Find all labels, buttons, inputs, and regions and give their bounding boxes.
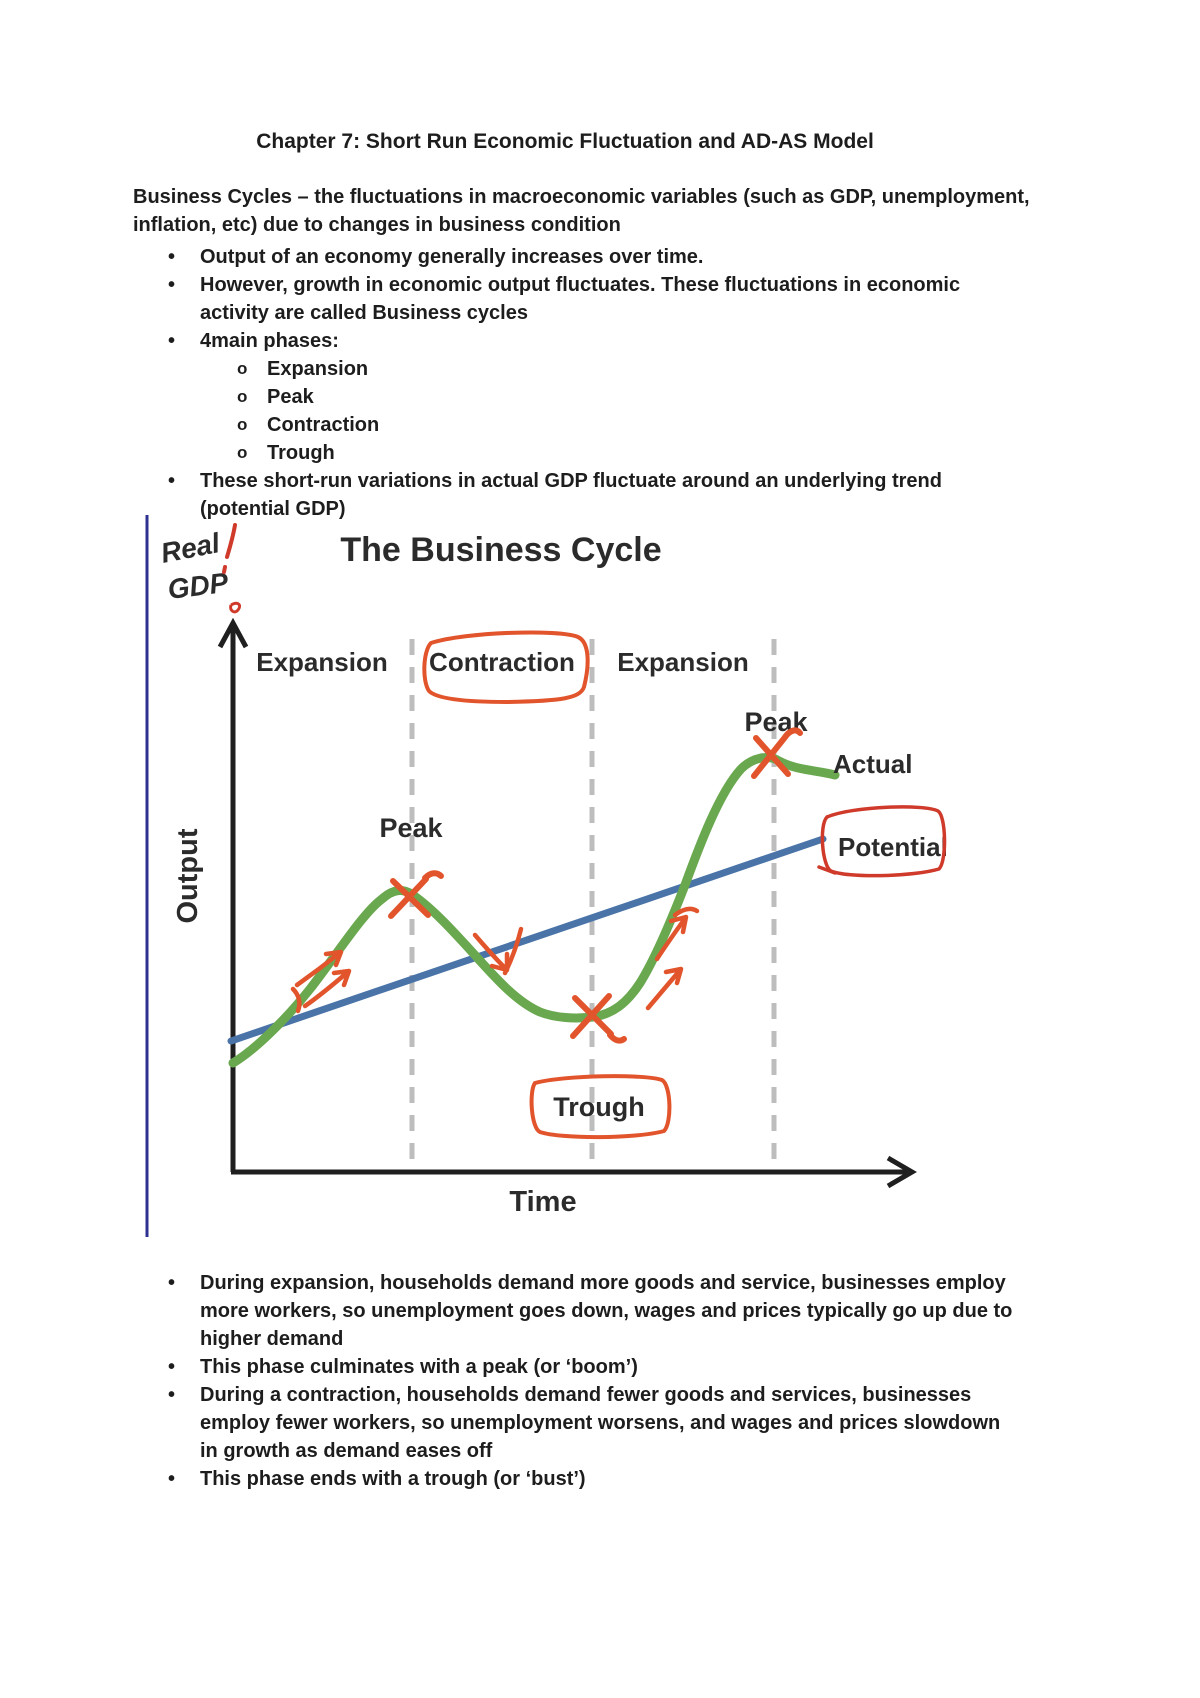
list-item: • Output of an economy generally increas… — [133, 243, 1083, 271]
list-item: • During a contraction, households deman… — [133, 1381, 1083, 1465]
handwriting-flourish — [229, 601, 242, 614]
sub-bullet-marker: o — [237, 443, 248, 462]
sub-bullet-text: Contraction — [267, 414, 380, 436]
bullet-marker: • — [168, 274, 176, 296]
y-axis-label: Output — [172, 828, 204, 923]
bullet-text-line: more workers, so unemployment goes down,… — [200, 1300, 1013, 1322]
business-cycle-chart: The Business Cycle Real GDP Expansion Co… — [145, 515, 948, 1237]
bullet-text: Output of an economy generally increases… — [200, 246, 704, 268]
sub-bullet-marker: o — [237, 415, 248, 434]
intro-line-1: Business Cycles – the fluctuations in ma… — [133, 186, 1030, 208]
bullet-text-line: employ fewer workers, so unemployment wo… — [200, 1412, 1001, 1434]
sub-bullet-marker: o — [237, 359, 248, 378]
peak-trough-x-marks — [388, 727, 803, 1044]
list-item: • This phase culminates with a peak (or … — [133, 1353, 1083, 1381]
sub-list-item: o Trough — [133, 439, 1083, 467]
bullet-text-line: higher demand — [200, 1328, 344, 1350]
bullet-text: 4main phases: — [200, 330, 339, 352]
phase-divider-lines — [409, 639, 777, 1166]
top-bullet-list: • Output of an economy generally increas… — [133, 243, 1083, 523]
bullet-text-line: in growth as demand eases off — [200, 1440, 493, 1462]
bullet-marker: • — [168, 246, 176, 268]
bullet-text-line: (potential GDP) — [200, 498, 346, 520]
page-title: Chapter 7: Short Run Economic Fluctuatio… — [256, 130, 874, 153]
bullet-text-line: However, growth in economic output fluct… — [200, 274, 961, 296]
sub-list-item: o Expansion — [133, 355, 1083, 383]
handwritten-real-gdp-note: Real GDP — [158, 523, 242, 614]
sub-bullet-marker: o — [237, 387, 248, 406]
potential-gdp-line — [227, 835, 827, 1045]
page-content: Chapter 7: Short Run Economic Fluctuatio… — [133, 130, 1083, 1493]
business-cycle-figure: The Business Cycle Real GDP Expansion Co… — [133, 511, 1083, 1243]
trough-annotation-box — [529, 1074, 672, 1140]
sub-list-item: o Contraction — [133, 411, 1083, 439]
intro-line-2: inflation, etc) due to changes in busine… — [133, 214, 621, 236]
bottom-bullet-list: • During expansion, households demand mo… — [133, 1269, 1083, 1493]
bullet-text: This phase ends with a trough (or ‘bust’… — [200, 1468, 586, 1490]
list-item: • These short-run variations in actual G… — [133, 467, 1083, 523]
bullet-marker: • — [168, 1384, 176, 1406]
intro-paragraph: Business Cycles – the fluctuations in ma… — [133, 183, 1083, 239]
bullet-marker: • — [168, 1356, 176, 1378]
peak-label-1: Peak — [379, 813, 443, 843]
bullet-marker: • — [168, 470, 176, 492]
list-item: • 4main phases: — [133, 327, 1083, 355]
bullet-marker: • — [168, 1468, 176, 1490]
list-item: • However, growth in economic output flu… — [133, 271, 1083, 327]
phase-label-expansion-1: Expansion — [256, 647, 387, 677]
bullet-marker: • — [168, 330, 176, 352]
bullet-text: This phase culminates with a peak (or ‘b… — [200, 1356, 638, 1378]
actual-label: Actual — [833, 749, 912, 779]
handwriting-line: Real — [158, 527, 223, 569]
actual-gdp-curve — [228, 753, 840, 1068]
handwriting-exclamation-stroke — [222, 523, 237, 574]
expansion-arrows-2 — [645, 906, 700, 1011]
list-item: • This phase ends with a trough (or ‘bus… — [133, 1465, 1083, 1493]
sub-bullet-text: Expansion — [267, 358, 369, 380]
bullet-text-line: activity are called Business cycles — [200, 302, 528, 324]
chart-title: The Business Cycle — [340, 531, 661, 569]
axes — [217, 617, 917, 1189]
phase-label-expansion-2: Expansion — [617, 647, 748, 677]
bullet-text-line: These short-run variations in actual GDP… — [200, 470, 942, 492]
expansion-arrows-1 — [290, 949, 352, 1014]
bullet-marker: • — [168, 1272, 176, 1294]
sub-bullet-text: Trough — [267, 442, 335, 464]
contraction-annotation-box — [422, 630, 590, 705]
contraction-arrow — [472, 926, 524, 976]
phase-label-contraction: Contraction — [429, 647, 575, 677]
sub-list-item: o Peak — [133, 383, 1083, 411]
potential-label: Potential — [838, 832, 948, 862]
bullet-text-line: During expansion, households demand more… — [200, 1272, 1006, 1294]
sub-bullet-text: Peak — [267, 386, 314, 408]
handwriting-line: GDP — [166, 567, 230, 605]
x-axis-label: Time — [509, 1186, 576, 1218]
list-item: • During expansion, households demand mo… — [133, 1269, 1083, 1353]
potential-annotation-box — [817, 805, 947, 878]
trough-label: Trough — [553, 1092, 644, 1122]
bullet-text-line: During a contraction, households demand … — [200, 1384, 972, 1406]
